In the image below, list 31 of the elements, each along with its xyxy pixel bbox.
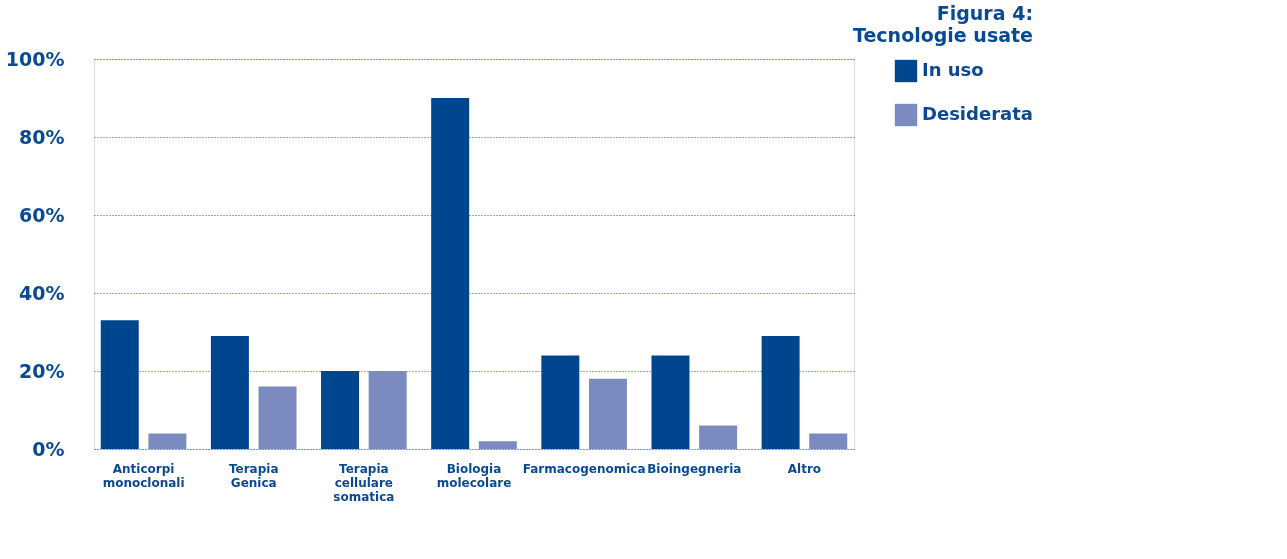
bar — [809, 433, 848, 449]
x-tick-label: Bioingegneria — [647, 461, 742, 476]
y-tick-label: 60% — [19, 203, 65, 226]
y-tick-label: 80% — [19, 125, 65, 148]
bar — [651, 355, 690, 449]
bar — [321, 371, 360, 449]
x-tick-label: Anticorpi monoclonali — [102, 461, 185, 490]
bar — [478, 441, 517, 449]
bar — [210, 335, 249, 449]
text: Tecnologie usate — [853, 24, 1033, 46]
y-tick-label: 40% — [19, 281, 65, 304]
x-tick-label: Terapia Genica — [228, 461, 279, 490]
bar — [761, 335, 800, 449]
text: Figura 4: — [936, 2, 1033, 24]
bar — [258, 386, 297, 449]
legend-label: In uso — [922, 59, 984, 80]
x-tick-label: Altro — [787, 461, 822, 476]
bar — [541, 355, 580, 449]
bar — [588, 378, 627, 449]
bar — [148, 433, 187, 449]
bar — [100, 320, 139, 449]
y-tick-label: 100% — [5, 47, 65, 70]
bar — [431, 98, 470, 449]
bar — [368, 371, 407, 449]
bar — [699, 425, 738, 449]
x-tick-label: Farmacogenomica — [522, 461, 646, 476]
x-tick-label: Biologia molecolare — [436, 461, 512, 490]
y-tick-label: 20% — [19, 359, 65, 382]
y-tick-label: 0% — [32, 437, 65, 460]
legend-label: Desiderata — [922, 103, 1033, 124]
x-tick-label: Terapia cellulare somatica — [333, 461, 395, 504]
